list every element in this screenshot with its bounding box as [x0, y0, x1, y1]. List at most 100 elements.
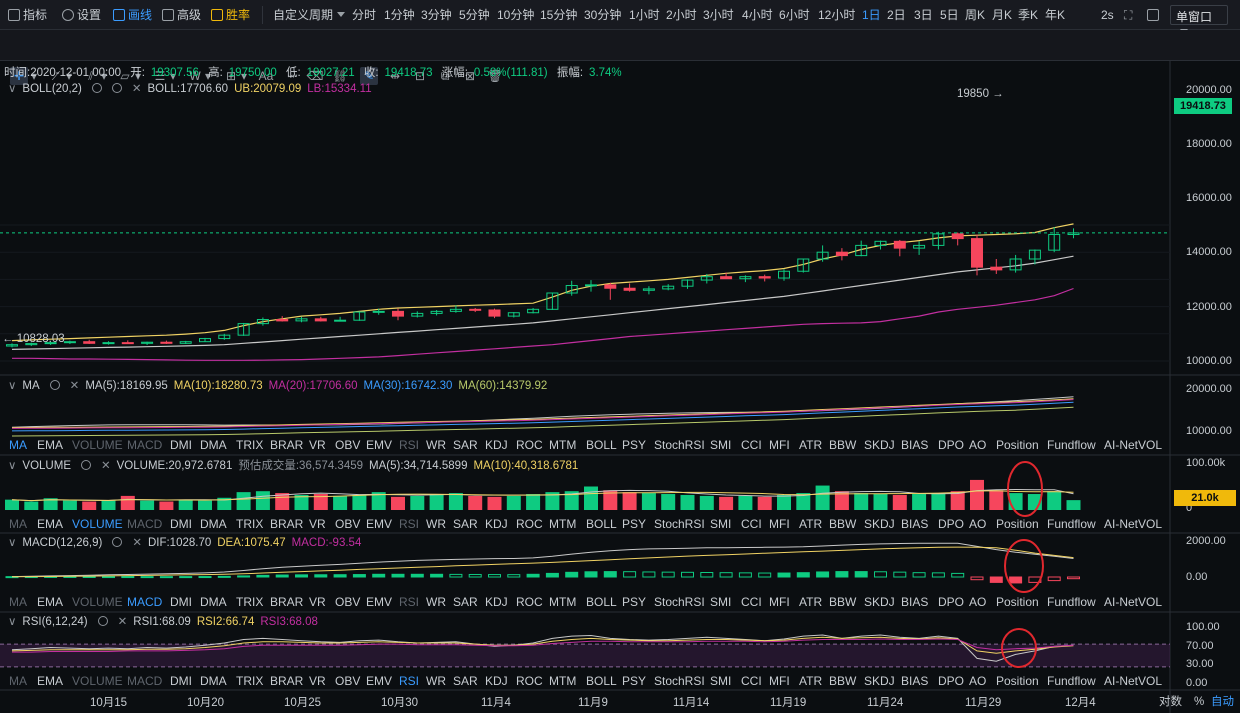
- tab-obv[interactable]: OBV: [335, 438, 361, 452]
- tab-ema[interactable]: EMA: [37, 438, 64, 452]
- tab-cci[interactable]: CCI: [741, 674, 762, 688]
- period-12[interactable]: 12小时: [818, 8, 856, 22]
- tab-dpo[interactable]: DPO: [938, 595, 965, 609]
- tab-volume[interactable]: VOLUME: [72, 438, 123, 452]
- tab-dmi[interactable]: DMI: [170, 438, 192, 452]
- tab-mfi[interactable]: MFI: [769, 517, 790, 531]
- tab-ai-netvol[interactable]: AI-NetVOL: [1104, 517, 1163, 531]
- tab-emv[interactable]: EMV: [366, 438, 393, 452]
- tab-skdj[interactable]: SKDJ: [864, 517, 895, 531]
- chevron-down-icon[interactable]: ∨: [8, 460, 17, 472]
- tab-volume[interactable]: VOLUME: [72, 674, 123, 688]
- period-7[interactable]: 1小时: [629, 8, 660, 22]
- tab-psy[interactable]: PSY: [622, 517, 647, 531]
- tab-boll[interactable]: BOLL: [586, 674, 617, 688]
- period-4[interactable]: 10分钟: [497, 8, 535, 22]
- tab-position[interactable]: Position: [996, 595, 1039, 609]
- tab-skdj[interactable]: SKDJ: [864, 595, 895, 609]
- period-3[interactable]: 5分钟: [459, 8, 490, 22]
- close-icon[interactable]: ✕: [132, 537, 142, 549]
- tab-vr[interactable]: VR: [309, 674, 326, 688]
- tab-dma[interactable]: DMA: [200, 674, 227, 688]
- tab-fundflow[interactable]: Fundflow: [1047, 438, 1096, 452]
- tab-stochrsi[interactable]: StochRSI: [654, 674, 705, 688]
- period-17[interactable]: 周K: [965, 8, 986, 22]
- parallel-channel-icon[interactable]: ⫽: [88, 69, 94, 83]
- tab-ao[interactable]: AO: [969, 517, 987, 531]
- indicators-button[interactable]: 指标: [8, 7, 47, 23]
- gear-icon[interactable]: [49, 380, 60, 390]
- period-19[interactable]: 季K: [1018, 8, 1039, 22]
- tab-vr[interactable]: VR: [309, 595, 326, 609]
- tab-obv[interactable]: OBV: [335, 595, 361, 609]
- tab-brar[interactable]: BRAR: [270, 595, 304, 609]
- chevron-down-icon[interactable]: ▾: [169, 69, 177, 83]
- tab-boll[interactable]: BOLL: [586, 438, 617, 452]
- period-1[interactable]: 1分钟: [384, 8, 415, 22]
- tab-bias[interactable]: BIAS: [901, 517, 929, 531]
- period-9[interactable]: 3小时: [703, 8, 734, 22]
- tab-fundflow[interactable]: Fundflow: [1047, 674, 1096, 688]
- tab-rsi[interactable]: RSI: [399, 438, 420, 452]
- tab-stochrsi[interactable]: StochRSI: [654, 595, 705, 609]
- advanced-button[interactable]: 高级: [162, 7, 201, 23]
- tab-position[interactable]: Position: [996, 517, 1039, 531]
- tab-ma[interactable]: MA: [9, 674, 27, 688]
- tab-psy[interactable]: PSY: [622, 674, 647, 688]
- tab-dpo[interactable]: DPO: [938, 517, 965, 531]
- tab-atr[interactable]: ATR: [799, 595, 823, 609]
- chevron-down-icon[interactable]: ∨: [8, 616, 17, 628]
- tab-ao[interactable]: AO: [969, 595, 987, 609]
- period-10[interactable]: 4小时: [742, 8, 773, 22]
- tab-kdj[interactable]: KDJ: [485, 438, 508, 452]
- tab-smi[interactable]: SMI: [710, 517, 732, 531]
- tab-vr[interactable]: VR: [309, 517, 326, 531]
- tab-mtm[interactable]: MTM: [549, 595, 577, 609]
- tab-psy[interactable]: PSY: [622, 595, 647, 609]
- tab-trix[interactable]: TRIX: [236, 438, 264, 452]
- trash-icon[interactable]: 🗑: [487, 69, 503, 83]
- percent-scale-toggle[interactable]: %: [1194, 696, 1205, 708]
- tab-mfi[interactable]: MFI: [769, 674, 790, 688]
- tab-dpo[interactable]: DPO: [938, 438, 965, 452]
- period-0[interactable]: 分时: [352, 8, 377, 22]
- tab-cci[interactable]: CCI: [741, 595, 762, 609]
- tab-rsi[interactable]: RSI: [399, 517, 420, 531]
- tab-trix[interactable]: TRIX: [236, 595, 264, 609]
- magnet-icon[interactable]: ⌁: [287, 69, 295, 83]
- tab-ai-netvol[interactable]: AI-NetVOL: [1104, 595, 1163, 609]
- tab-boll[interactable]: BOLL: [586, 595, 617, 609]
- lock-icon[interactable]: ⊡: [414, 69, 426, 83]
- gear-icon[interactable]: [81, 460, 91, 470]
- tab-position[interactable]: Position: [996, 674, 1039, 688]
- tab-wr[interactable]: WR: [426, 517, 446, 531]
- tab-dmi[interactable]: DMI: [170, 517, 192, 531]
- tab-ema[interactable]: EMA: [37, 674, 64, 688]
- tab-smi[interactable]: SMI: [710, 595, 732, 609]
- tab-ma[interactable]: MA: [9, 438, 27, 452]
- tab-ao[interactable]: AO: [969, 438, 987, 452]
- tab-sar[interactable]: SAR: [453, 674, 478, 688]
- chevron-down-icon[interactable]: ∨: [8, 537, 17, 549]
- period-20[interactable]: 年K: [1045, 8, 1066, 22]
- fullscreen-icon[interactable]: ⛶: [1124, 8, 1133, 22]
- eye-icon[interactable]: [91, 83, 102, 93]
- tab-bbw[interactable]: BBW: [829, 517, 857, 531]
- gear-icon[interactable]: [112, 537, 123, 547]
- tab-atr[interactable]: ATR: [799, 674, 823, 688]
- tab-roc[interactable]: ROC: [516, 674, 543, 688]
- tab-rsi[interactable]: RSI: [399, 595, 420, 609]
- tab-dma[interactable]: DMA: [200, 438, 227, 452]
- eraser-icon[interactable]: ⌫: [306, 69, 324, 83]
- period-13[interactable]: 1日: [862, 8, 881, 22]
- tab-macd[interactable]: MACD: [127, 517, 163, 531]
- text-tool-icon[interactable]: Aa: [258, 69, 274, 83]
- tab-mfi[interactable]: MFI: [769, 595, 790, 609]
- auto-scale-toggle[interactable]: 自动: [1211, 696, 1234, 708]
- tab-bias[interactable]: BIAS: [901, 674, 929, 688]
- chevron-down-icon[interactable]: ▾: [204, 69, 212, 83]
- gear-icon[interactable]: [97, 616, 108, 626]
- tab-stochrsi[interactable]: StochRSI: [654, 438, 705, 452]
- rectangle-icon[interactable]: ▱: [120, 69, 130, 83]
